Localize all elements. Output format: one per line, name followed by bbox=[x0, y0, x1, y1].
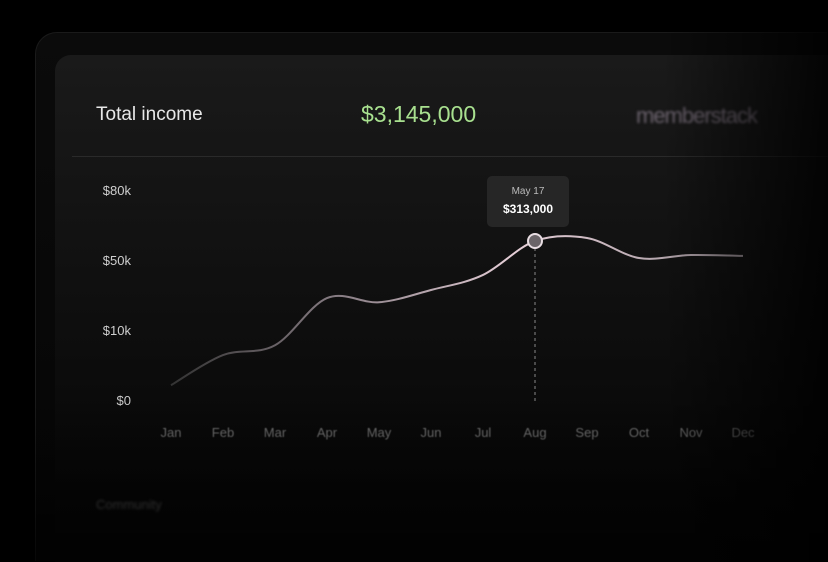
tooltip-date: May 17 bbox=[511, 186, 545, 197]
tooltip-value: $313,000 bbox=[502, 202, 554, 216]
chart-tooltip: May 17 $313,000 bbox=[487, 176, 569, 227]
series-line bbox=[170, 235, 744, 387]
section-label-community: Community bbox=[96, 497, 162, 512]
highlight-point-marker[interactable] bbox=[527, 233, 543, 249]
